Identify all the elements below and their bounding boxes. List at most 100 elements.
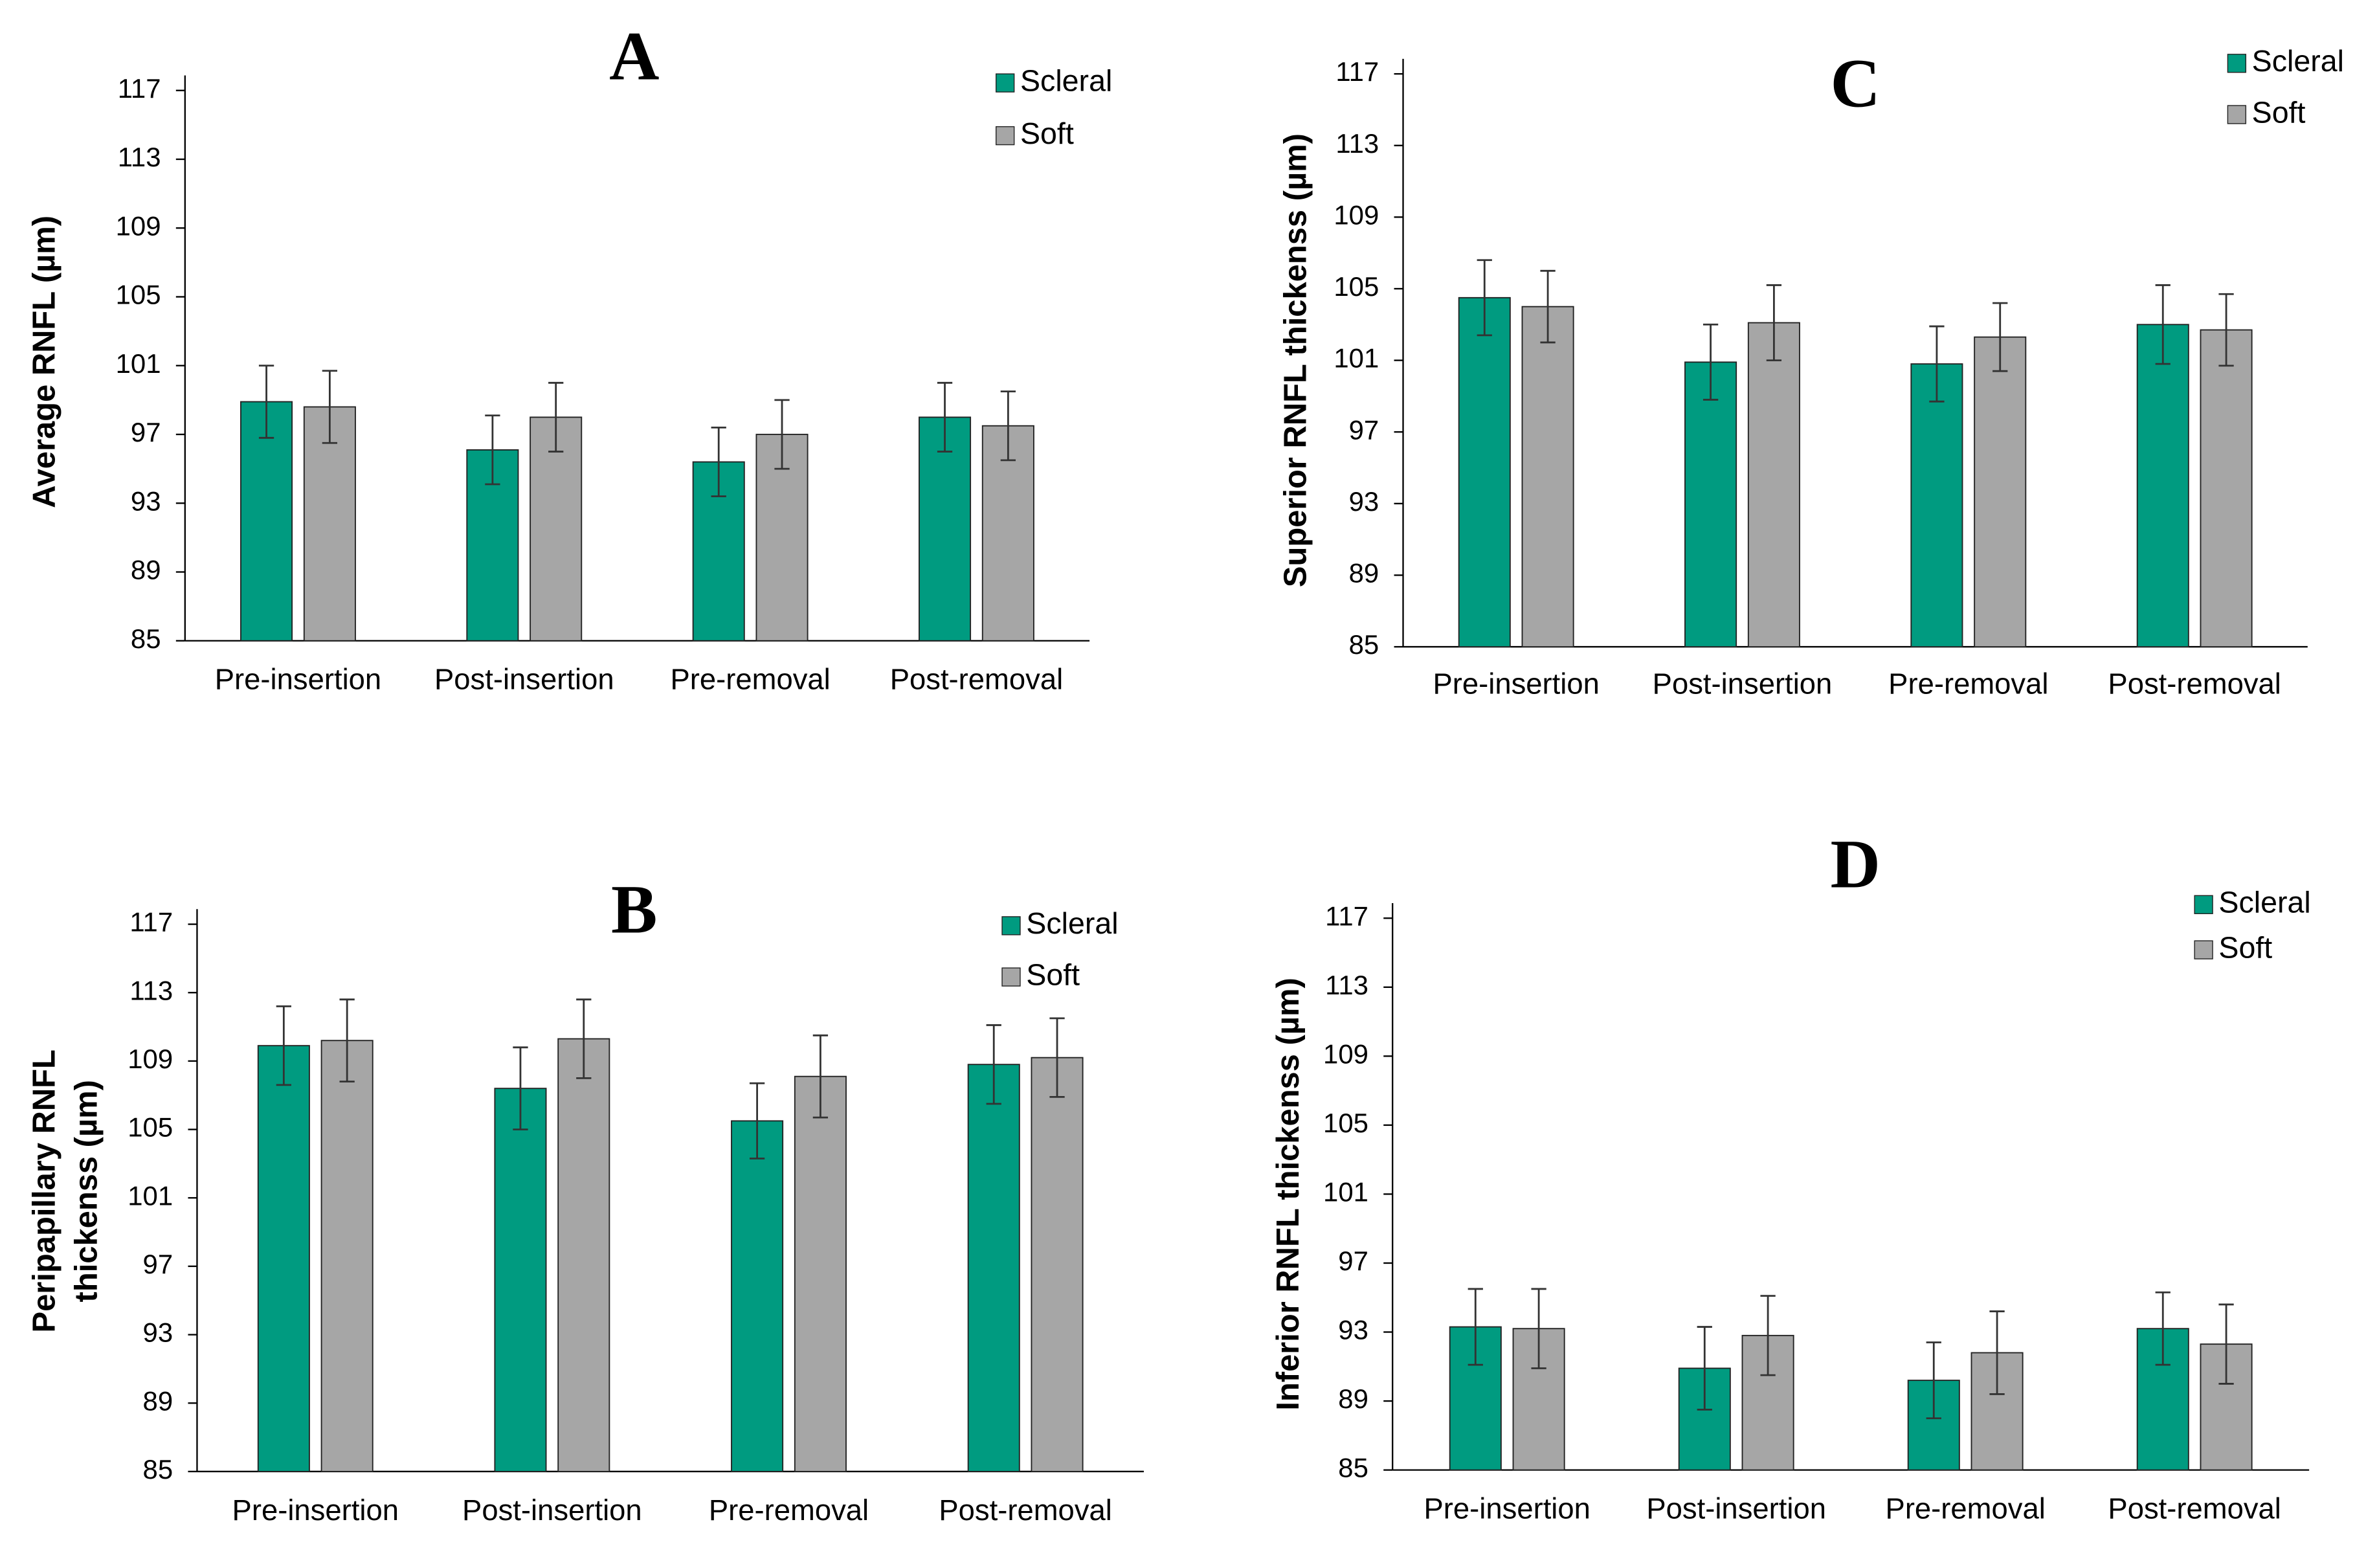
x-tick-label: Pre-removal <box>1888 667 2048 700</box>
y-tick-label: 93 <box>1338 1315 1368 1345</box>
legend-label: Scleral <box>1020 63 1112 97</box>
x-tick-label: Post-removal <box>939 1494 1111 1527</box>
bar <box>257 1045 310 1472</box>
error-bar <box>1000 390 1016 462</box>
bar <box>981 425 1034 642</box>
panel-title: B <box>611 872 657 948</box>
x-tick-label: Pre-removal <box>709 1494 869 1527</box>
bar <box>1747 322 1800 648</box>
y-tick-label: 105 <box>128 1112 173 1143</box>
y-tick-label: 85 <box>131 623 161 654</box>
y-tick-label: 93 <box>131 486 161 516</box>
bar <box>2200 329 2253 648</box>
error-bar <box>812 1034 829 1119</box>
bar <box>1458 297 1511 648</box>
legend-label: Scleral <box>2218 886 2310 919</box>
error-bar <box>1049 1017 1065 1098</box>
panel-title: A <box>609 18 659 95</box>
error-bar <box>1477 259 1492 337</box>
error-bar <box>986 1024 1001 1105</box>
y-tick-label: 97 <box>131 417 161 447</box>
x-tick-label: Post-insertion <box>462 1494 642 1527</box>
y-axis-label: Peripapillary RNFL <box>27 1049 61 1332</box>
legend-swatch <box>2194 940 2213 959</box>
y-tick-label: 113 <box>1325 970 1368 1000</box>
y-tick-label: 97 <box>143 1249 173 1279</box>
bar <box>1684 361 1737 648</box>
error-bar <box>749 1082 765 1159</box>
error-bar <box>1531 1288 1546 1369</box>
legend-label: Soft <box>2252 95 2306 129</box>
y-axis-label: Average RNFL (µm) <box>27 216 61 508</box>
error-bar <box>258 364 274 439</box>
y-tick-label: 85 <box>1349 629 1379 660</box>
x-tick-label: Pre-insertion <box>215 663 381 696</box>
panel: B Peripapillary RNFL thickenss (µm) 85 89 93 9… <box>27 872 1144 1527</box>
x-tick-label: Pre-removal <box>1886 1492 2046 1525</box>
error-bar <box>1468 1288 1483 1366</box>
y-axis-label: thickenss (µm) <box>69 1080 104 1302</box>
legend-label: Soft <box>1020 117 1074 150</box>
x-tick-label: Pre-insertion <box>1433 667 1599 700</box>
y-tick-label: 113 <box>118 142 161 172</box>
bar <box>1974 336 2027 648</box>
bar <box>2200 1343 2253 1471</box>
error-bar <box>1989 1310 2005 1395</box>
legend-swatch <box>1001 916 1021 935</box>
y-tick-label: 117 <box>1325 901 1368 931</box>
error-bar <box>1760 1295 1776 1376</box>
x-tick-label: Pre-removal <box>670 663 830 696</box>
panel: A Average RNFL (µm) 85 89 93 97 101 105 109 113 11… <box>27 18 1112 695</box>
y-axis-label: Inferior RNFL thickenss (µm) <box>1271 978 1306 1410</box>
x-tick-label: Post-insertion <box>434 663 614 696</box>
y-tick-label: 89 <box>143 1385 173 1416</box>
bar <box>530 416 583 642</box>
error-bar <box>339 998 355 1083</box>
x-tick-label: Post-insertion <box>1646 1492 1826 1525</box>
legend-swatch <box>1001 967 1021 987</box>
y-tick-label: 101 <box>128 1180 173 1211</box>
error-bar <box>548 381 564 453</box>
y-tick-label: 93 <box>143 1317 173 1348</box>
y-tick-label: 89 <box>131 555 161 585</box>
bar <box>919 416 972 642</box>
x-tick-label: Post-removal <box>890 663 1063 696</box>
legend-label: Scleral <box>2252 44 2344 78</box>
bar <box>303 406 356 642</box>
y-tick-label: 117 <box>129 907 173 937</box>
error-bar <box>276 1005 291 1086</box>
y-tick-label: 105 <box>1334 271 1379 302</box>
legend-label: Soft <box>2218 930 2272 964</box>
legend-swatch <box>996 73 1015 93</box>
y-tick-label: 105 <box>116 280 161 310</box>
error-bar <box>1702 323 1719 401</box>
y-tick-label: 101 <box>1323 1177 1368 1207</box>
x-tick-label: Post-removal <box>2108 667 2281 700</box>
x-tick-label: Pre-insertion <box>232 1494 399 1527</box>
error-bar <box>576 998 592 1079</box>
y-tick-label: 109 <box>1334 199 1379 230</box>
y-tick-label: 101 <box>116 348 161 379</box>
legend-swatch <box>996 126 1015 146</box>
bar <box>320 1040 374 1472</box>
bar <box>1512 1328 1565 1471</box>
bar <box>731 1120 784 1472</box>
error-bar <box>2218 293 2234 367</box>
x-tick-label: Pre-insertion <box>1423 1492 1590 1525</box>
legend-label: Soft <box>1026 958 1080 991</box>
y-tick-label: 85 <box>143 1454 173 1484</box>
error-bar <box>1766 284 1782 361</box>
y-tick-label: 97 <box>1349 414 1379 445</box>
error-bar <box>774 399 790 470</box>
error-bar <box>711 426 726 498</box>
error-bar <box>1926 1341 1941 1420</box>
y-tick-label: 117 <box>118 73 161 104</box>
y-tick-label: 93 <box>1349 486 1379 517</box>
y-tick-label: 85 <box>1338 1453 1368 1483</box>
error-bar <box>2155 1291 2171 1366</box>
bar <box>1521 306 1574 648</box>
error-bar <box>1540 269 1556 344</box>
bar <box>1031 1057 1084 1472</box>
